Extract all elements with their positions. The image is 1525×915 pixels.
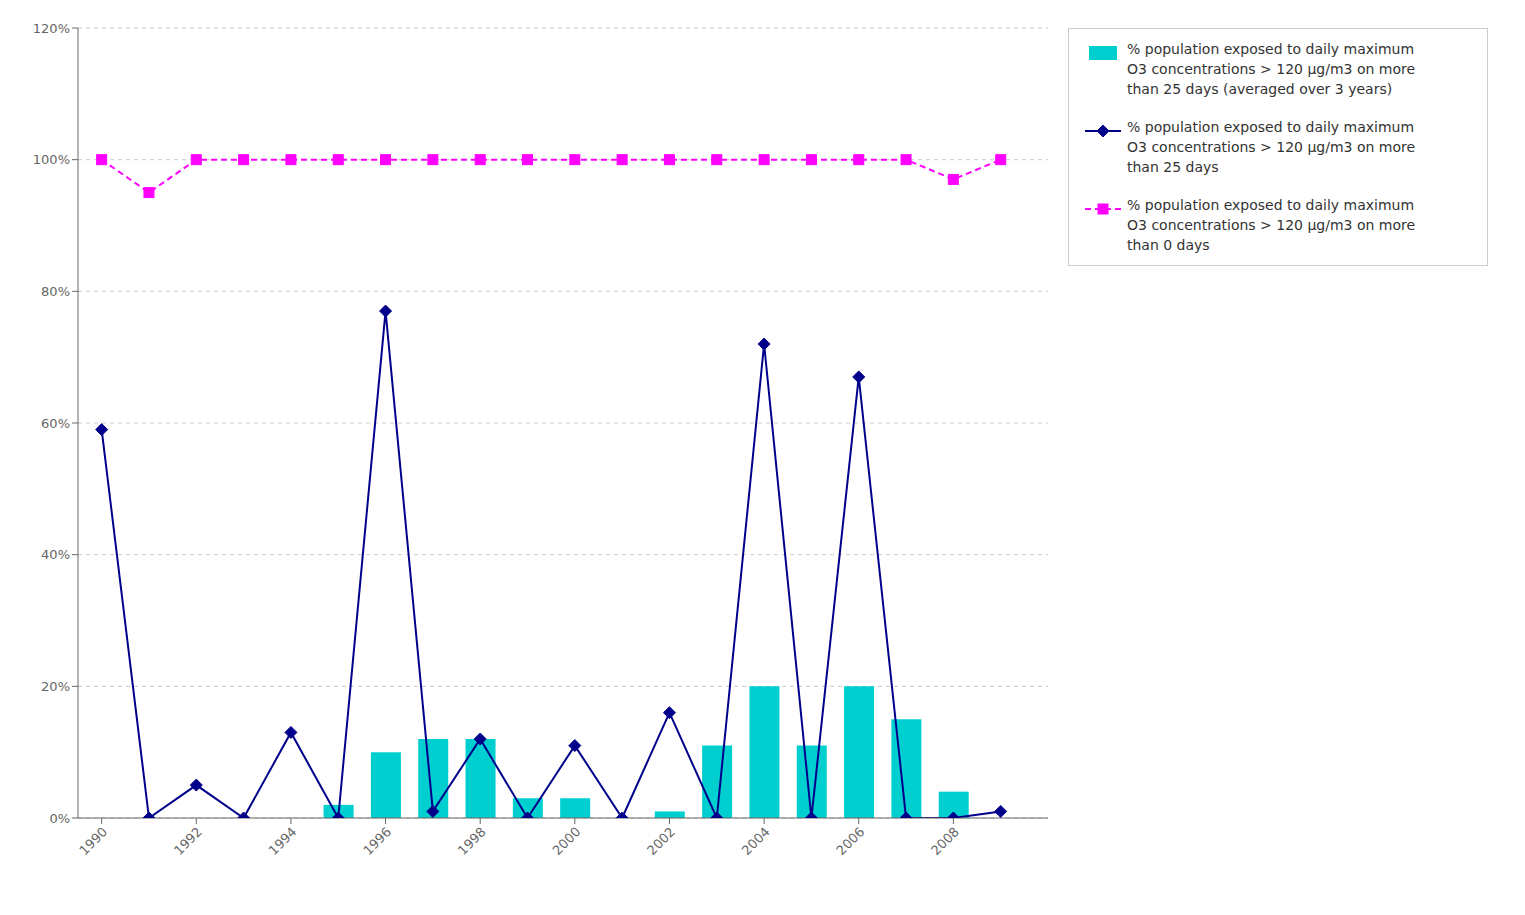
svg-text:1994: 1994: [266, 824, 300, 858]
svg-text:40%: 40%: [41, 547, 70, 562]
svg-text:20%: 20%: [41, 679, 70, 694]
svg-text:120%: 120%: [33, 21, 70, 36]
svg-text:2000: 2000: [549, 824, 583, 858]
html-text:than 25 days: than 25 days: [1127, 159, 1219, 175]
svg-text:2002: 2002: [644, 824, 678, 858]
svg-text:80%: 80%: [41, 284, 70, 299]
svg-text:2004: 2004: [739, 824, 773, 858]
svg-text:2008: 2008: [928, 824, 962, 858]
html-text:% population exposed to daily: % population exposed to daily maximum: [1127, 197, 1415, 213]
html-text:O3 concentrations > 120 μg/m3: O3 concentrations > 120 μg/m3 on more: [1127, 217, 1416, 233]
svg-text:60%: 60%: [41, 416, 70, 431]
html-text:O3 concentrations > 120 μg/m3: O3 concentrations > 120 μg/m3 on more: [1127, 139, 1416, 155]
svg-text:1998: 1998: [455, 824, 489, 858]
html-text:O3 concentrations > 120 μg/m3: O3 concentrations > 120 μg/m3 on more: [1127, 61, 1416, 77]
html-text:than 0 days: than 0 days: [1127, 237, 1210, 253]
svg-text:100%: 100%: [33, 152, 70, 167]
svg-text:1990: 1990: [76, 824, 110, 858]
svg-text:1992: 1992: [171, 824, 205, 858]
svg-text:1996: 1996: [360, 824, 394, 858]
html-text:% population exposed to daily: % population exposed to daily maximum: [1127, 41, 1415, 57]
html-text:% population exposed to daily: % population exposed to daily maximum: [1127, 119, 1415, 135]
html-text:than 25 days (averaged over 3: than 25 days (averaged over 3 years): [1127, 81, 1393, 97]
svg-text:2006: 2006: [833, 824, 867, 858]
svg-text:0%: 0%: [49, 811, 70, 826]
